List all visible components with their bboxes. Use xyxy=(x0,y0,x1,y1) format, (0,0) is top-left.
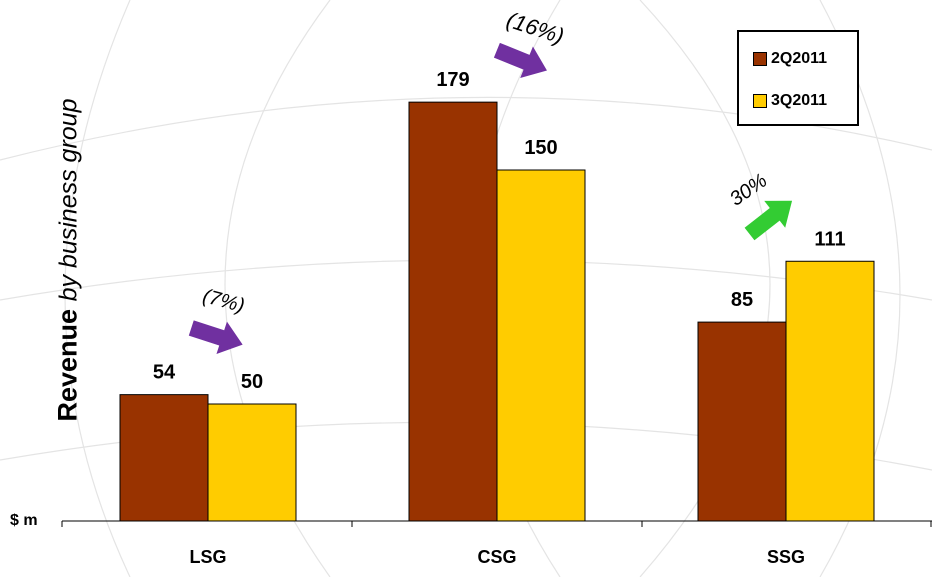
bar-csg-2q2011 xyxy=(408,101,498,522)
bar-ssg-2q2011 xyxy=(697,321,787,522)
value-label-csg-3q2011: 150 xyxy=(524,137,557,159)
value-label-csg-2q2011: 179 xyxy=(436,69,469,91)
change-arrow-icon-csg xyxy=(493,42,547,79)
bar-csg-3q2011 xyxy=(496,169,586,522)
bar-lsg-3q2011 xyxy=(207,403,297,522)
change-label-ssg: 30% xyxy=(726,170,771,211)
legend-item-2q2011: 2Q2011 xyxy=(753,50,827,68)
x-tick-label-ssg: SSG xyxy=(767,547,805,567)
x-tick-label-lsg: LSG xyxy=(189,547,226,567)
legend-label-3q2011: 3Q2011 xyxy=(771,92,828,109)
unit-label: $ m xyxy=(10,512,38,529)
value-label-ssg-2q2011: 85 xyxy=(731,289,753,311)
value-label-ssg-3q2011: 111 xyxy=(814,228,845,250)
change-arrow-icon-lsg xyxy=(188,320,243,355)
legend-swatch-2q2011 xyxy=(753,52,767,66)
change-arrow-icon-ssg xyxy=(744,200,793,241)
change-label-csg: (16%) xyxy=(504,7,568,49)
y-axis-title: Revenue by business group xyxy=(48,40,88,480)
value-label-lsg-3q2011: 50 xyxy=(241,371,263,393)
y-axis-title-bold: Revenue xyxy=(52,308,83,422)
legend-label-2q2011: 2Q2011 xyxy=(771,50,828,67)
bar-ssg-3q2011 xyxy=(785,260,875,522)
change-label-lsg: (7%) xyxy=(200,285,246,317)
legend-item-3q2011: 3Q2011 xyxy=(753,92,827,110)
legend-swatch-3q2011 xyxy=(753,94,767,108)
legend: 2Q2011 3Q2011 xyxy=(737,30,859,126)
value-label-lsg-2q2011: 54 xyxy=(153,362,176,384)
bar-lsg-2q2011 xyxy=(119,394,209,522)
y-axis-title-italic: by business group xyxy=(54,98,83,302)
x-tick-label-csg: CSG xyxy=(477,547,516,567)
